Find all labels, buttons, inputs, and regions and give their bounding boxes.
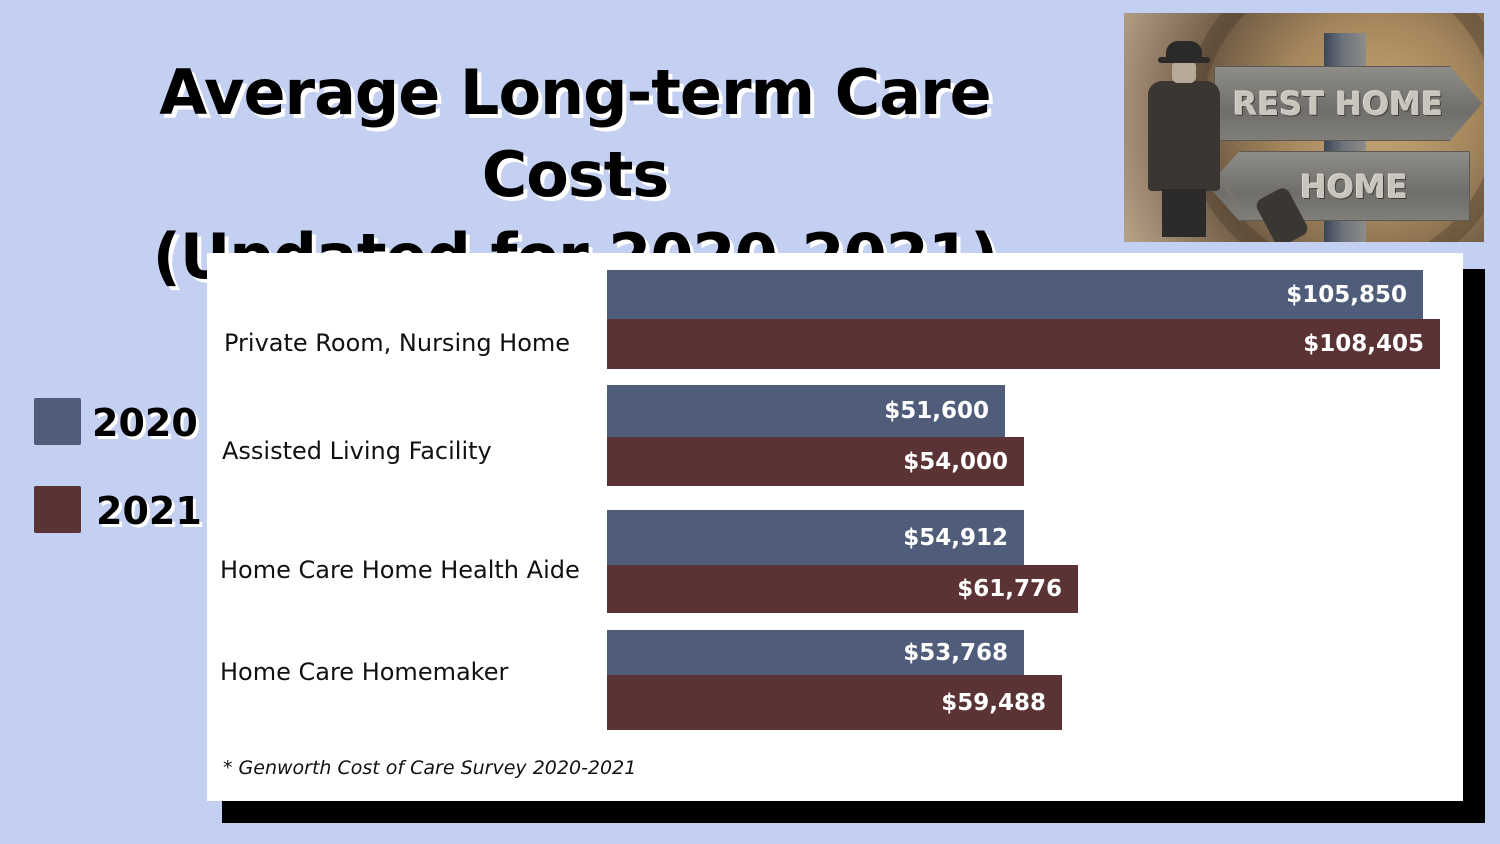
bar-2020-private-room: $105,850: [607, 270, 1423, 319]
category-label: Private Room, Nursing Home: [224, 329, 571, 357]
man-legs: [1162, 189, 1206, 237]
source-footnote: * Genworth Cost of Care Survey 2020-2021: [223, 757, 637, 779]
legend-swatch-2021: [34, 486, 81, 533]
bar-2021-assisted-living: $54,000: [607, 437, 1024, 486]
bar-2021-homemaker: $59,488: [607, 675, 1062, 730]
title-line-1: Average Long-term Care Costs: [159, 56, 991, 211]
legend-label-2021: 2021: [96, 489, 202, 533]
legend-label-2020: 2020: [92, 401, 198, 445]
category-label: Home Care Home Health Aide: [220, 556, 580, 584]
legend-item-2020: 2020: [34, 398, 204, 448]
man-face: [1172, 61, 1196, 83]
man-coat: [1148, 81, 1220, 191]
sign-rest-home: REST HOME: [1214, 66, 1482, 141]
bar-2020-homemaker: $53,768: [607, 630, 1024, 675]
bar-2021-home-health-aide: $61,776: [607, 565, 1078, 613]
bar-2021-private-room: $108,405: [607, 319, 1440, 369]
category-label: Assisted Living Facility: [222, 437, 492, 465]
bar-2020-assisted-living: $51,600: [607, 385, 1005, 437]
man-hat-brim: [1158, 57, 1210, 63]
chart-panel: Private Room, Nursing Home $105,850 $108…: [207, 253, 1463, 801]
bar-2020-home-health-aide: $54,912: [607, 510, 1024, 565]
sign-home: HOME: [1208, 151, 1470, 221]
legend-swatch-2020: [34, 398, 81, 445]
category-label: Home Care Homemaker: [220, 658, 509, 686]
elderly-man-figure: [1142, 41, 1228, 241]
legend-item-2021: 2021: [34, 486, 204, 536]
rest-home-signpost-photo: REST HOME HOME: [1124, 13, 1484, 242]
man-hat: [1166, 41, 1202, 61]
